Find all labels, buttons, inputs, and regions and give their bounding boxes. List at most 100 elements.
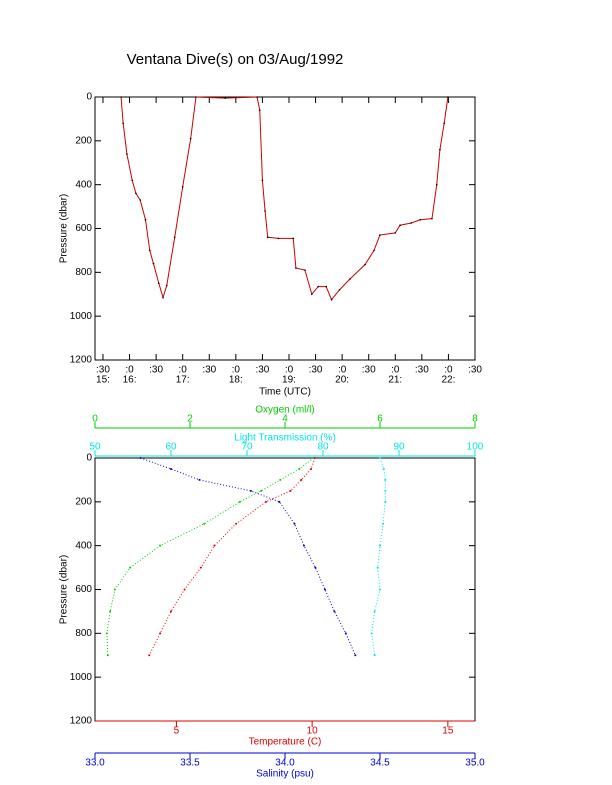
profile-point	[300, 478, 303, 481]
x-tick-label: 34.5	[370, 758, 390, 769]
trace-point	[157, 282, 160, 285]
x-axis-title: Oxygen (ml/l)	[255, 405, 314, 416]
profile-point	[323, 588, 326, 591]
trace-point	[224, 97, 227, 99]
trace-point	[152, 262, 155, 265]
trace-point	[261, 179, 264, 182]
hour-label: 16:	[123, 375, 137, 386]
x-tick-label: 100	[467, 442, 484, 453]
profile-point	[170, 610, 172, 613]
trace-point	[431, 217, 433, 220]
profile-point	[105, 632, 108, 635]
x-tick-label: :30	[149, 365, 163, 376]
hour-label: 18:	[229, 375, 243, 386]
x-axis-title: Temperature (C)	[249, 737, 322, 748]
trace-point	[139, 199, 141, 201]
profile-point	[198, 478, 201, 481]
trace-point	[144, 218, 147, 221]
x-tick-label: 5	[174, 726, 180, 737]
profile-point	[265, 500, 267, 503]
x-tick-label: :30	[309, 365, 323, 376]
profile-point	[314, 566, 317, 569]
y-tick-label: 1000	[70, 311, 93, 322]
trace-point	[399, 224, 401, 227]
x-tick-label: 33.5	[180, 758, 200, 769]
x-tick-label: 10	[307, 726, 319, 737]
trace-point	[264, 210, 266, 212]
trace-point	[195, 96, 197, 98]
trace-point	[443, 122, 445, 125]
profile-point	[183, 588, 186, 591]
x-tick-label: :0	[125, 365, 134, 376]
trace-point	[173, 236, 176, 239]
profile-line	[148, 457, 316, 656]
x-tick-label: :0	[179, 365, 188, 376]
x-tick-label: 34.0	[275, 758, 295, 769]
profile-point	[170, 467, 172, 470]
profile-point	[113, 588, 116, 591]
x-tick-label: 33.0	[85, 758, 105, 769]
trace-point	[266, 236, 269, 239]
profile-point	[249, 489, 252, 492]
y-tick-label: 200	[75, 496, 92, 507]
trace-point	[439, 148, 441, 151]
trace-point	[325, 285, 327, 288]
trace-point	[135, 192, 137, 195]
profile-line	[106, 457, 314, 656]
y-tick-label: 800	[75, 267, 92, 278]
profile-point	[354, 654, 357, 657]
x-tick-label: 2	[187, 414, 193, 425]
page-title: Ventana Dive(s) on 03/Aug/1992	[127, 51, 344, 68]
hour-label: 17:	[176, 375, 190, 386]
y-tick-label: 800	[75, 628, 92, 639]
x-tick-label: 15	[442, 726, 454, 737]
y-tick-label: 200	[75, 135, 92, 146]
profile-point	[310, 467, 313, 470]
y-tick-label: 1200	[70, 355, 93, 366]
trace-point	[181, 186, 184, 188]
profile-point	[293, 522, 296, 525]
profile-point	[313, 457, 316, 459]
x-axis-title: Time (UTC)	[259, 387, 311, 398]
x-tick-label: 8	[472, 414, 478, 425]
x-axis-title: Light Transmission (%)	[234, 433, 336, 444]
profile-point	[376, 566, 379, 569]
trace-point	[122, 122, 124, 125]
trace-point	[120, 96, 122, 98]
profile-point	[333, 610, 336, 613]
trace-point	[419, 218, 422, 221]
trace-point	[148, 249, 151, 252]
x-tick-label: :0	[391, 365, 400, 376]
profile-point	[384, 489, 387, 492]
y-axis-title: Pressure (dbar)	[59, 194, 70, 263]
profile-point	[159, 544, 162, 547]
trace-point	[189, 137, 192, 140]
trace-point	[435, 183, 438, 186]
trace-point	[277, 237, 280, 240]
trace-point	[292, 237, 295, 240]
trace-point	[410, 222, 413, 224]
x-tick-label: 4	[282, 414, 288, 425]
profile-point	[238, 500, 241, 503]
x-tick-label: :0	[444, 365, 453, 376]
trace-point	[304, 269, 306, 271]
x-tick-label: :0	[232, 365, 241, 376]
trace-point	[162, 296, 164, 299]
trace-point	[394, 232, 397, 234]
y-tick-label: 0	[86, 453, 92, 464]
y-tick-label: 0	[86, 92, 92, 103]
profile-point	[373, 654, 376, 657]
x-tick-label: :30	[255, 365, 269, 376]
profile-point	[109, 610, 112, 613]
x-tick-label: :30	[202, 365, 216, 376]
profile-point	[139, 457, 142, 459]
profile-point	[203, 522, 206, 525]
x-tick-label: 35.0	[465, 758, 485, 769]
trace-point	[258, 109, 261, 111]
trace-point	[330, 298, 333, 301]
profile-point	[379, 457, 381, 459]
trace-point	[364, 263, 366, 266]
trace-point	[317, 285, 320, 288]
profile-point	[289, 489, 292, 492]
